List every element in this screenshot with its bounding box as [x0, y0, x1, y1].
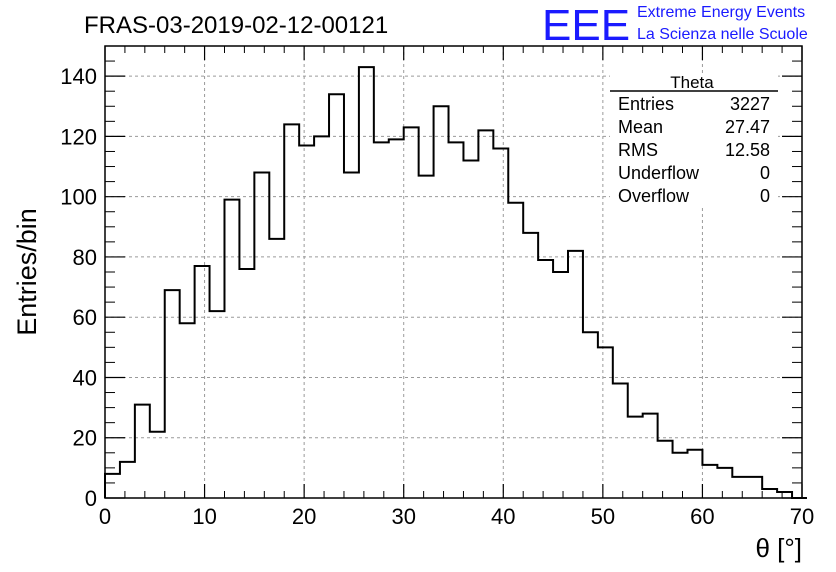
y-tick-label: 140: [60, 64, 97, 89]
histogram-bin: [762, 489, 777, 498]
histogram-bin: [493, 148, 508, 498]
histogram-bin: [643, 414, 658, 498]
histogram-bin: [389, 139, 404, 498]
histogram-bin: [613, 383, 628, 498]
y-tick-label: 120: [60, 124, 97, 149]
histogram-bin: [120, 462, 135, 498]
histogram-bin: [329, 94, 344, 498]
histogram-bin: [299, 145, 314, 498]
histogram-bin: [165, 290, 180, 498]
histogram-bin: [254, 173, 269, 498]
histogram-bin: [478, 130, 493, 498]
x-tick-label: 50: [591, 504, 615, 529]
histogram-bin: [777, 492, 792, 498]
histogram-bin: [538, 260, 553, 498]
histogram-bin: [717, 468, 732, 498]
plot-frame: [104, 45, 803, 499]
histogram-bin: [419, 176, 434, 498]
stats-overflow-label: Overflow: [618, 186, 690, 206]
stats-title: Theta: [670, 73, 714, 92]
x-axis-ticks: 0 10 20 30 40 50 60 70: [99, 46, 814, 529]
histogram-bin: [598, 347, 613, 498]
y-tick-label: 20: [73, 426, 97, 451]
stats-box: Theta Entries 3227 Mean 27.47 RMS 12.58 …: [610, 73, 778, 208]
stats-underflow-label: Underflow: [618, 163, 700, 183]
stats-mean-label: Mean: [618, 117, 663, 137]
histogram-bin: [687, 450, 702, 498]
x-tick-label: 60: [690, 504, 714, 529]
stats-entries-label: Entries: [618, 94, 674, 114]
histogram-bin: [568, 251, 583, 498]
x-tick-label: 40: [491, 504, 515, 529]
histogram-bin: [105, 474, 120, 498]
stats-rms-value: 12.58: [725, 140, 770, 160]
histogram-bin: [314, 136, 329, 498]
logo-line2: La Scienza nelle Scuole: [637, 26, 808, 43]
histogram-bin: [508, 203, 523, 498]
histogram-bin: [553, 272, 568, 498]
histogram-bin: [344, 173, 359, 498]
histogram-bin: [628, 417, 643, 498]
stats-box-background: [610, 74, 778, 208]
histogram-bin: [732, 477, 747, 498]
x-axis-label: θ [°]: [755, 533, 802, 563]
histogram-bin: [463, 161, 478, 498]
x-tick-label: 70: [790, 504, 814, 529]
histogram-bin: [269, 239, 284, 498]
y-axis-ticks: 0 20 40 60 80 100 120 140: [60, 45, 802, 511]
histogram-bins: [104, 66, 807, 499]
histogram-bin: [523, 233, 538, 498]
stats-entries-value: 3227: [730, 94, 770, 114]
histogram-bin: [150, 432, 165, 498]
stats-mean-value: 27.47: [725, 117, 770, 137]
histogram-bin: [135, 405, 150, 498]
histogram-bin: [359, 67, 374, 498]
x-tick-label: 20: [292, 504, 316, 529]
histogram-bin: [673, 453, 688, 498]
histogram-bin: [658, 441, 673, 498]
x-tick-label: 0: [99, 504, 111, 529]
grid-lines: [105, 46, 802, 498]
histogram-bin: [404, 127, 419, 498]
histogram-bin: [747, 477, 762, 498]
histogram-bin: [434, 106, 449, 498]
stats-rms-label: RMS: [618, 140, 658, 160]
chart-title: FRAS-03-2019-02-12-00121: [84, 12, 388, 39]
stats-underflow-value: 0: [760, 163, 770, 183]
x-tick-label: 10: [192, 504, 216, 529]
y-tick-label: 0: [85, 486, 97, 511]
histogram-outline: [104, 66, 807, 499]
histogram-bin: [224, 200, 239, 498]
logo-line1: Extreme Energy Events: [637, 4, 805, 21]
x-tick-label: 30: [391, 504, 415, 529]
histogram-bin: [702, 465, 717, 498]
y-tick-label: 80: [73, 245, 97, 270]
y-tick-label: 40: [73, 365, 97, 390]
logo-text: EEE: [542, 1, 630, 50]
y-axis-label: Entries/bin: [12, 208, 42, 336]
histogram-bin: [195, 266, 210, 498]
stats-overflow-value: 0: [760, 186, 770, 206]
y-tick-label: 100: [60, 185, 97, 210]
histogram-bin: [449, 142, 464, 498]
histogram-bin: [284, 124, 299, 498]
histogram-bin: [239, 269, 254, 498]
eee-logo: EEE Extreme Energy Events La Scienza nel…: [542, 1, 808, 50]
y-tick-label: 60: [73, 305, 97, 330]
histogram-bin: [180, 323, 195, 498]
histogram-bin: [210, 311, 225, 498]
histogram-bin: [583, 332, 598, 498]
histogram-bin: [374, 142, 389, 498]
